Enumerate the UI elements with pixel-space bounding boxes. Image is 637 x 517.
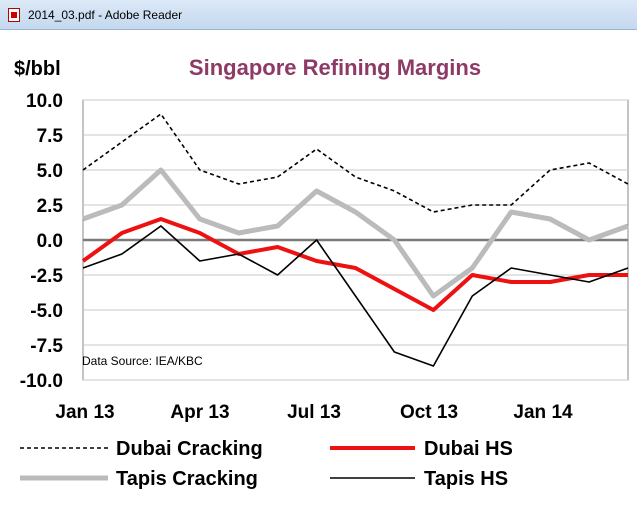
y-tick-label: 0.0 [37, 231, 63, 252]
legend-label: Dubai HS [424, 438, 513, 460]
y-axis-label: $/bbl [14, 58, 61, 80]
legend: Dubai Cracking Dubai HS Tapis Cracking Tapi… [20, 438, 513, 490]
x-tick-labels: Jan 13 Apr 13 Jul 13 Oct 13 Jan 14 [55, 402, 573, 423]
data-source-note: Data Source: IEA/KBC [82, 354, 203, 368]
window-title: 2014_03.pdf - Adobe Reader [28, 8, 183, 22]
y-tick-label: 7.5 [37, 126, 64, 147]
pdf-icon [8, 8, 20, 22]
y-tick-label: 5.0 [37, 161, 63, 182]
legend-label: Tapis HS [424, 468, 508, 490]
x-tick-label: Apr 13 [170, 402, 229, 423]
window-titlebar: 2014_03.pdf - Adobe Reader [0, 0, 637, 30]
chart-area: $/bbl Singapore Refining Margins 10.0 7.5… [0, 30, 637, 512]
line-chart: $/bbl Singapore Refining Margins 10.0 7.5… [14, 55, 629, 490]
y-tick-label: -5.0 [30, 301, 63, 322]
series-line-tapis-cracking [82, 167, 629, 299]
y-tick-label: -2.5 [30, 266, 63, 287]
plot-area [81, 99, 629, 381]
series-line-tapis-hs [82, 225, 629, 367]
x-tick-label: Oct 13 [400, 402, 458, 423]
x-tick-label: Jul 13 [287, 402, 341, 423]
series-line-dubai-cracking [82, 113, 629, 213]
chart-title: Singapore Refining Margins [189, 55, 481, 80]
legend-label: Dubai Cracking [116, 438, 263, 460]
y-tick-label: 10.0 [26, 91, 63, 112]
series-line-dubai-hs [81, 217, 628, 312]
y-tick-label: -7.5 [30, 336, 63, 357]
y-tick-labels: 10.0 7.5 5.0 2.5 0.0 -2.5 -5.0 -7.5 -10.0 [20, 91, 64, 392]
y-tick-label: 2.5 [37, 196, 64, 217]
legend-label: Tapis Cracking [116, 468, 258, 490]
x-tick-label: Jan 14 [513, 402, 573, 423]
x-tick-label: Jan 13 [55, 402, 114, 423]
y-tick-label: -10.0 [20, 371, 63, 392]
